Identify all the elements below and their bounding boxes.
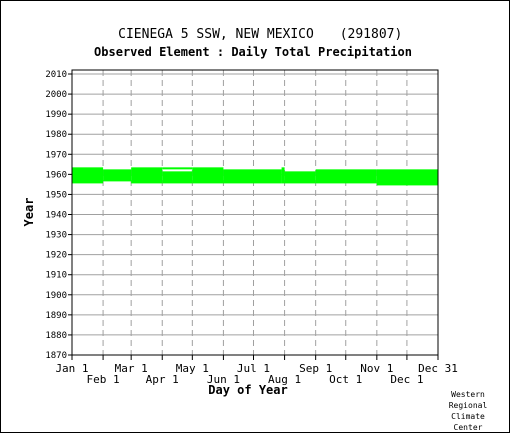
y-tick-label: 1990: [45, 110, 67, 120]
coverage-bar: [315, 169, 377, 184]
y-tick-label: 2000: [45, 90, 67, 100]
x-tick-label: May 1: [176, 362, 209, 375]
x-tick-label: Dec 31: [418, 362, 458, 375]
y-tick-label: 1880: [45, 331, 67, 341]
y-tick-label: 1930: [45, 231, 67, 241]
y-tick-label: 1950: [45, 190, 67, 200]
y-tick-label: 1980: [45, 130, 67, 140]
y-axis-label: Year: [22, 198, 36, 227]
coverage-bar: [192, 167, 224, 184]
chart-subtitle: Observed Element : Daily Total Precipita…: [94, 45, 412, 59]
credit-line: Regional: [448, 401, 488, 410]
credit-line: Center: [453, 423, 483, 432]
coverage-bar: [376, 169, 438, 186]
y-tick-label: 1960: [45, 170, 67, 180]
credit-line: Climate: [451, 412, 485, 421]
y-tick-label: 1870: [45, 351, 67, 361]
coverage-bar: [223, 169, 282, 184]
x-tick-label: Feb 1: [87, 373, 120, 386]
station-id: (291807): [340, 27, 403, 42]
x-tick-label: Aug 1: [268, 373, 301, 386]
y-axis-ticks: 1870 1880 1890 1900 1910 1920 1930 1940 1950 1960…: [45, 70, 72, 361]
coverage-bar: [131, 167, 163, 184]
x-tick-label: Oct 1: [329, 373, 362, 386]
chart-title: CIENEGA 5 SSW, NEW MEXICO: [118, 27, 314, 42]
y-tick-label: 1890: [45, 311, 67, 321]
x-tick-label: Mar 1: [115, 362, 148, 375]
x-axis-label: Day of Year: [208, 383, 287, 397]
coverage-bar: [281, 167, 285, 184]
y-tick-label: 2010: [45, 70, 67, 80]
y-tick-label: 1940: [45, 211, 67, 221]
coverage-bar: [72, 167, 104, 184]
credit-line: Western: [451, 390, 485, 399]
x-tick-label: Jan 1: [55, 362, 88, 375]
y-tick-label: 1970: [45, 150, 67, 160]
coverage-bar: [162, 167, 193, 170]
x-tick-label: Jun 1: [207, 373, 240, 386]
coverage-bar: [103, 169, 132, 182]
x-tick-label: Apr 1: [146, 373, 179, 386]
coverage-bars: [72, 167, 438, 186]
y-tick-label: 1920: [45, 251, 67, 261]
y-tick-label: 1900: [45, 291, 67, 301]
x-tick-label: Jul 1: [237, 362, 270, 375]
x-axis-ticks: Jan 1 Mar 1 May 1 Jul 1 Sep 1 Nov 1 Dec 31 Feb …: [55, 355, 458, 386]
credit-text: Western Regional Climate Center: [433, 389, 503, 433]
coverage-bar: [284, 171, 316, 184]
coverage-bar: [162, 171, 193, 184]
x-tick-label: Dec 1: [390, 373, 423, 386]
y-tick-label: 1910: [45, 271, 67, 281]
plot-border: [71, 69, 439, 356]
x-tick-label: Sep 1: [299, 362, 332, 375]
x-tick-label: Nov 1: [360, 362, 393, 375]
grid-lines: [71, 70, 439, 356]
